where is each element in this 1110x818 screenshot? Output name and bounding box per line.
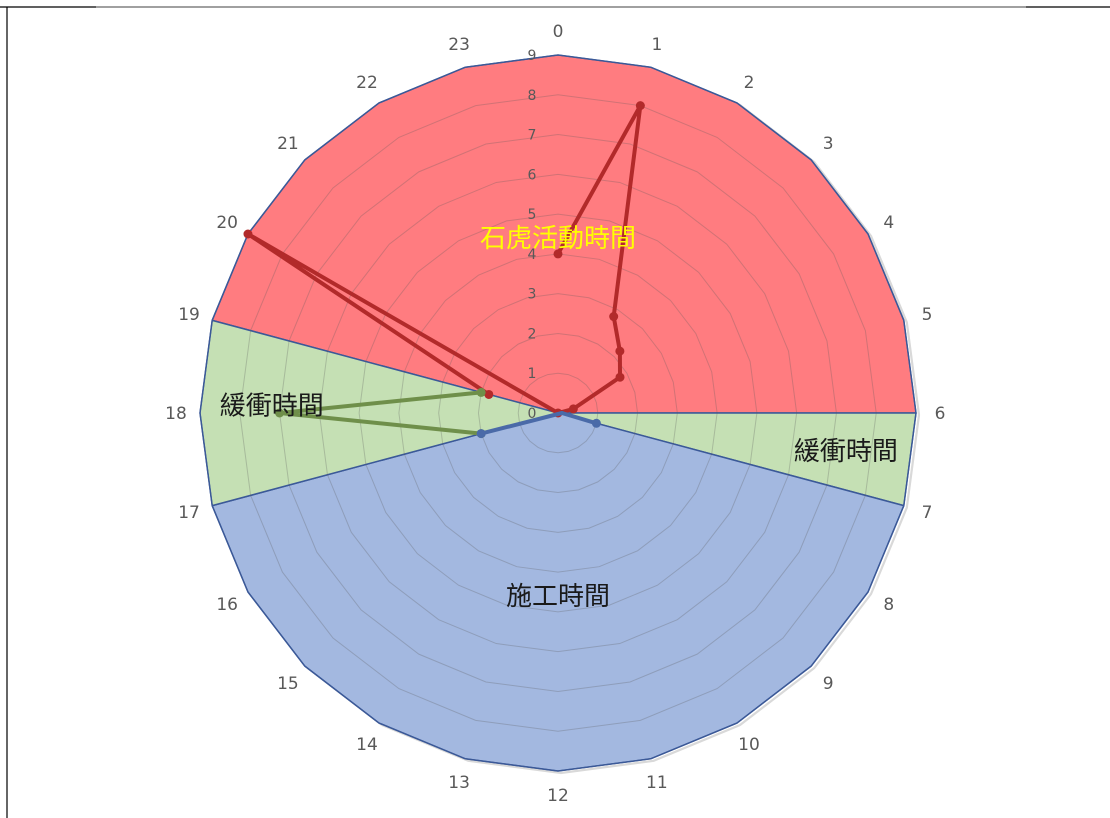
hour-label: 0 [553,22,564,42]
hour-label: 22 [356,73,378,93]
series-0-point [568,404,578,414]
radial-tick-label: 2 [528,326,537,342]
hour-label: 11 [646,773,668,793]
radial-tick-label: 1 [528,366,537,382]
hour-label: 3 [823,134,834,154]
hour-label: 21 [277,134,299,154]
radial-tick-label: 7 [528,128,537,144]
radial-tick-label: 8 [528,88,537,104]
radial-tick-label: 6 [528,167,537,183]
hour-label: 14 [356,735,378,755]
zone-label-0: 石虎活動時間 [480,224,636,254]
hour-label: 2 [744,73,755,93]
hour-label: 18 [165,404,187,424]
hour-label: 7 [922,503,933,523]
series-2-line-0 [559,411,599,426]
series-1-point [476,387,486,397]
series-0-point [609,312,619,322]
hour-label: 13 [448,773,470,793]
radial-tick-label: 3 [528,287,537,303]
zone-label-1: 緩衝時間 [794,437,898,467]
series-2-line-1 [479,411,564,436]
hour-label: 19 [178,305,200,325]
radial-tick-label: 0 [528,406,537,422]
series-2-point [476,429,486,439]
series-0-point [553,249,563,259]
zone-label-3: 緩衝時間 [220,392,324,422]
hour-label: 4 [883,213,894,233]
hour-label: 10 [738,735,760,755]
hour-label: 23 [448,35,470,55]
series-2-point [591,418,601,428]
series-0-point [635,101,645,111]
series-0-point [615,372,625,382]
series-0-point [484,389,494,399]
hour-label: 6 [935,404,946,424]
series-1-point [275,408,285,418]
series-0-point [243,229,253,239]
hour-label: 16 [216,595,238,615]
hour-label: 5 [922,305,933,325]
hour-label: 12 [547,786,569,806]
radial-tick-label: 9 [528,48,537,64]
hour-label: 9 [823,674,834,694]
zone-label-2: 施工時間 [506,582,610,612]
radial-tick-label: 5 [528,207,537,223]
hour-label: 20 [216,213,238,233]
hour-label: 8 [883,595,894,615]
hour-label: 17 [178,503,200,523]
hour-label: 15 [277,674,299,694]
series-0-point [615,346,625,356]
radial-tick-label: 4 [528,247,537,263]
hour-label: 1 [651,35,662,55]
